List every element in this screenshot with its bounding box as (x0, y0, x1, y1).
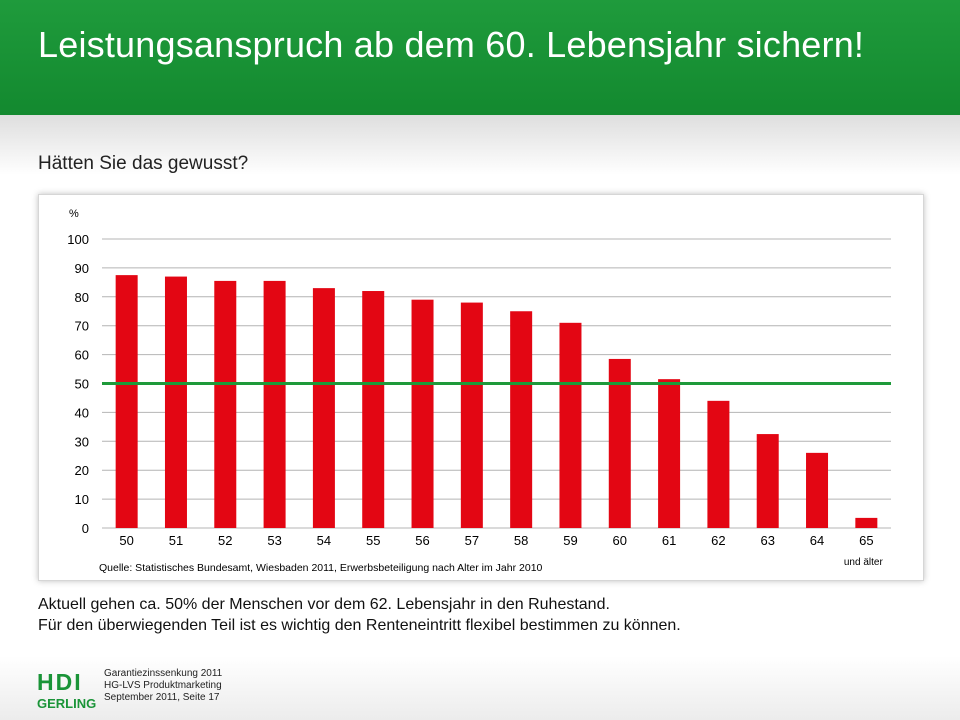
bar (855, 517, 878, 528)
bar (658, 379, 681, 528)
bar (756, 434, 779, 528)
body-line-2: Für den überwiegenden Teil ist es wichti… (38, 617, 681, 634)
header-bar: Leistungsanspruch ab dem 60. Lebensjahr … (0, 0, 960, 115)
footer-line-1: Garantiezinssenkung 2011 (104, 668, 223, 679)
y-tick-label: 0 (82, 521, 89, 536)
x-tick-label: 51 (169, 533, 183, 548)
x-tick-label: 60 (613, 533, 627, 548)
footer-line-2: HG-LVS Produktmarketing (104, 680, 222, 691)
x-tick-label: 50 (119, 533, 133, 548)
source-note: Quelle: Statistisches Bundesamt, Wiesbad… (99, 562, 543, 574)
bar (214, 280, 237, 528)
y-tick-label: 50 (75, 377, 89, 392)
bar (164, 276, 187, 528)
x-tick-label: 57 (465, 533, 479, 548)
y-tick-label: 20 (75, 463, 89, 478)
y-tick-label: 60 (75, 348, 89, 363)
logo-text-top: HDI (37, 669, 83, 695)
bar (608, 358, 631, 528)
y-tick-label: 10 (75, 492, 89, 507)
gradient-band (0, 115, 960, 175)
footer-band (0, 656, 960, 720)
x-tick-label: 56 (415, 533, 429, 548)
x-tick-label: 54 (317, 533, 331, 548)
logo-text-bottom: GERLING (37, 696, 96, 711)
x-tick-label: 63 (760, 533, 774, 548)
x-tick-label: 62 (711, 533, 725, 548)
bar (312, 288, 335, 528)
bar (510, 311, 533, 528)
footer-text: Garantiezinssenkung 2011 HG-LVS Produktm… (104, 668, 222, 704)
x-tick-label: 53 (267, 533, 281, 548)
y-tick-label: 80 (75, 290, 89, 305)
bar (707, 400, 730, 528)
bars (115, 275, 878, 528)
x-tick-label: 58 (514, 533, 528, 548)
bar (806, 452, 829, 528)
y-tick-label: 90 (75, 261, 89, 276)
x-tick-label: 59 (563, 533, 577, 548)
bar-chart: 0 10 20 30 40 50 60 70 80 90 100% 50 51 52 53 54 55 56 57 5… (67, 208, 891, 574)
footer-line-3: September 2011, Seite 17 (104, 692, 220, 703)
bar (263, 280, 286, 528)
bar (411, 299, 434, 528)
x-tick-label: 65 (859, 533, 873, 548)
hdi-gerling-logo: HDI GERLING (37, 669, 96, 711)
chart-panel: 0 10 20 30 40 50 60 70 80 90 100% 50 51 52 53 54 55 56 57 5… (38, 194, 924, 581)
x-tick-label: 64 (810, 533, 824, 548)
y-unit-label: % (69, 208, 79, 220)
bar (460, 302, 483, 528)
x-tick-sublabel: und älter (844, 557, 884, 568)
x-tick-label: 55 (366, 533, 380, 548)
bar (115, 275, 138, 528)
y-tick-label: 40 (75, 405, 89, 420)
bar (559, 322, 582, 528)
body-line-1: Aktuell gehen ca. 50% der Menschen vor d… (38, 596, 610, 613)
slide-title: Leistungsanspruch ab dem 60. Lebensjahr … (38, 24, 865, 65)
body-text: Aktuell gehen ca. 50% der Menschen vor d… (38, 594, 681, 636)
y-tick-label: 30 (75, 434, 89, 449)
y-tick-label: 70 (75, 319, 89, 334)
x-tick-label: 61 (662, 533, 676, 548)
chart-labels: 0 10 20 30 40 50 60 70 80 90 100% 50 51 52 53 54 55 56 57 5… (67, 208, 883, 574)
x-tick-label: 52 (218, 533, 232, 548)
y-tick-label: 100 (67, 232, 89, 247)
slide-subtitle: Hätten Sie das gewusst? (38, 153, 249, 174)
bar (362, 291, 385, 528)
